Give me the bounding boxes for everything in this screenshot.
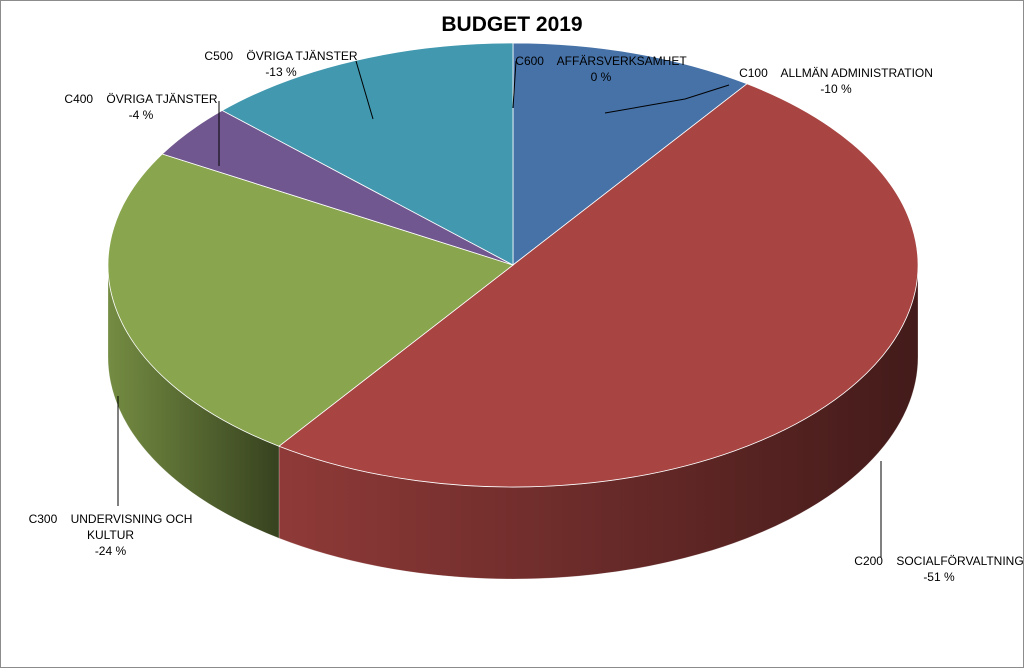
slice-label: C600 AFFÄRSVERKSAMHET 0 % [506, 53, 696, 85]
slice-label: C200 SOCIALFÖRVALTNING -51 % [849, 553, 1024, 585]
slice [512, 42, 748, 266]
category-label: C600 AFFÄRSVERKSAMHET [515, 54, 687, 68]
category-label: C100 ALLMÄN ADMINISTRATION [739, 66, 933, 80]
value-label: -10 % [820, 82, 852, 96]
slice [221, 42, 514, 266]
slice [278, 83, 919, 488]
leader-line [604, 84, 730, 114]
slice-label: C300 UNDERVISNING OCH KULTUR -24 % [23, 511, 198, 559]
category-label: C200 SOCIALFÖRVALTNING [854, 554, 1024, 568]
leader-line [512, 60, 517, 109]
category-label: C300 UNDERVISNING OCH KULTUR [28, 512, 196, 542]
value-label: -13 % [265, 65, 297, 79]
slice-label: C400 ÖVRIGA TJÄNSTER -4 % [56, 91, 226, 123]
value-label: -51 % [923, 570, 955, 584]
slice-label: C100 ALLMÄN ADMINISTRATION -10 % [726, 65, 946, 97]
slice-label: C500 ÖVRIGA TJÄNSTER -13 % [191, 48, 371, 80]
slice [107, 153, 514, 447]
value-label: 0 % [590, 70, 612, 84]
leader-line [355, 60, 374, 120]
value-label: -24 % [94, 544, 127, 558]
category-label: C500 ÖVRIGA TJÄNSTER [204, 49, 358, 63]
chart-title: BUDGET 2019 [441, 13, 583, 36]
category-label: C400 ÖVRIGA TJÄNSTER [64, 92, 218, 106]
value-label: -4 % [128, 108, 154, 122]
